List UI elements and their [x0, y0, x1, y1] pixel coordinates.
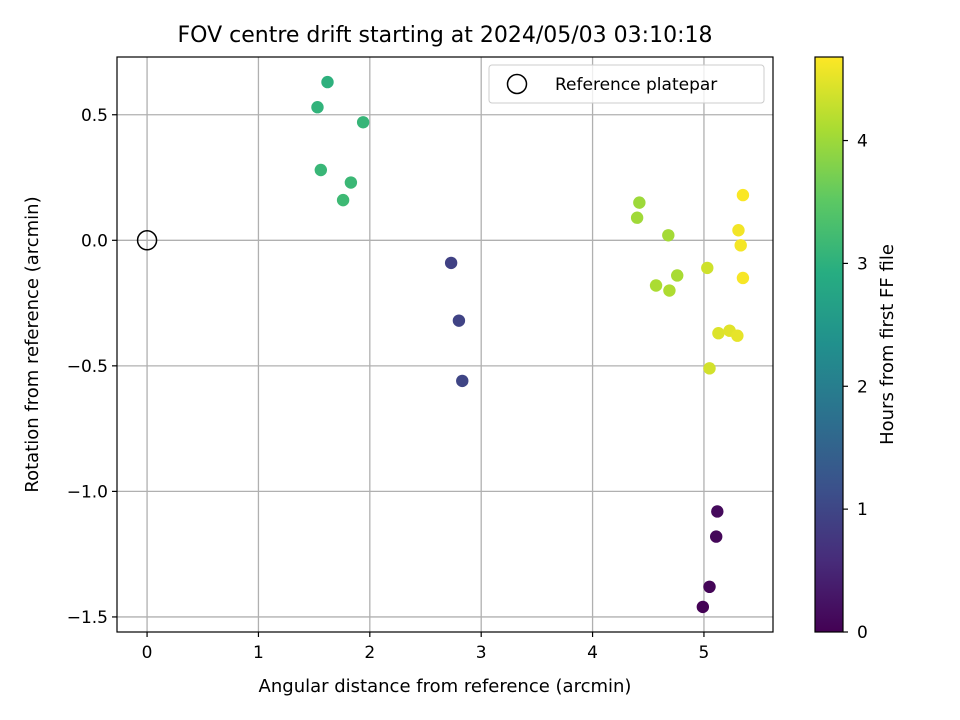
y-tick-label: −1.0 [67, 482, 108, 502]
data-point [734, 239, 747, 252]
data-point [663, 284, 676, 297]
y-tick-label: 0.5 [81, 106, 108, 126]
grid [117, 57, 773, 632]
data-point [731, 329, 744, 342]
data-point [703, 362, 716, 375]
scatter-points [136, 75, 750, 614]
data-point [344, 176, 358, 189]
legend-box [488, 64, 765, 104]
colorbar-frame [814, 56, 844, 633]
colorbar-tick-label: 2 [857, 377, 868, 397]
data-point [732, 224, 745, 237]
data-point [703, 580, 716, 594]
data-point [712, 327, 725, 340]
x-tick-label: 5 [699, 643, 710, 663]
data-point [452, 314, 466, 327]
x-tick-label: 2 [364, 643, 375, 663]
colorbar: 0 1 2 3 4 Hours from first FF file [814, 56, 898, 643]
x-axis-label: Angular distance from reference (arcmin) [259, 676, 632, 697]
x-tick-label: 0 [142, 643, 153, 663]
data-point [711, 505, 724, 518]
y-tick-label: −0.5 [67, 357, 108, 377]
y-tick-label: −1.5 [67, 608, 108, 628]
colorbar-gradient [815, 57, 843, 632]
data-point [696, 600, 710, 614]
data-point [701, 261, 714, 275]
data-point [444, 256, 458, 270]
plot-frame [116, 56, 774, 633]
data-point [336, 193, 350, 207]
colorbar-tick-label: 0 [857, 623, 868, 643]
data-point [630, 211, 644, 224]
x-tick-label: 3 [476, 643, 487, 663]
legend-marker-icon [506, 73, 528, 95]
legend-entry-reference: Reference platepar [555, 75, 717, 95]
colorbar-label: Hours from first FF file [877, 244, 898, 445]
data-point [736, 271, 750, 285]
y-axis-label: Rotation from reference (arcmin) [22, 196, 43, 492]
y-tick-label: 0.0 [81, 231, 108, 251]
chart-title: FOV centre drift starting at 2024/05/03 … [178, 23, 713, 48]
data-point [456, 374, 469, 388]
colorbar-tick-label: 3 [857, 254, 868, 274]
data-point [662, 229, 675, 242]
x-tick-label: 4 [587, 643, 598, 663]
colorbar-ticks: 0 1 2 3 4 [843, 132, 868, 643]
colorbar-tick-label: 1 [857, 500, 868, 520]
colorbar-tick-label: 4 [857, 132, 868, 152]
axis-ticks: 0 1 2 3 4 5 −1.5 −1.0 −0.5 0.0 0.5 [67, 106, 710, 663]
data-point [649, 279, 663, 292]
reference-platepar-marker [136, 230, 158, 251]
data-point [314, 163, 328, 177]
legend: Reference platepar [488, 64, 765, 104]
data-point [736, 188, 750, 202]
x-tick-label: 1 [253, 643, 264, 663]
data-point [321, 75, 334, 89]
data-point [356, 116, 370, 129]
data-point [633, 196, 646, 209]
data-point [709, 530, 723, 543]
data-point [311, 101, 324, 114]
data-point [671, 269, 684, 282]
